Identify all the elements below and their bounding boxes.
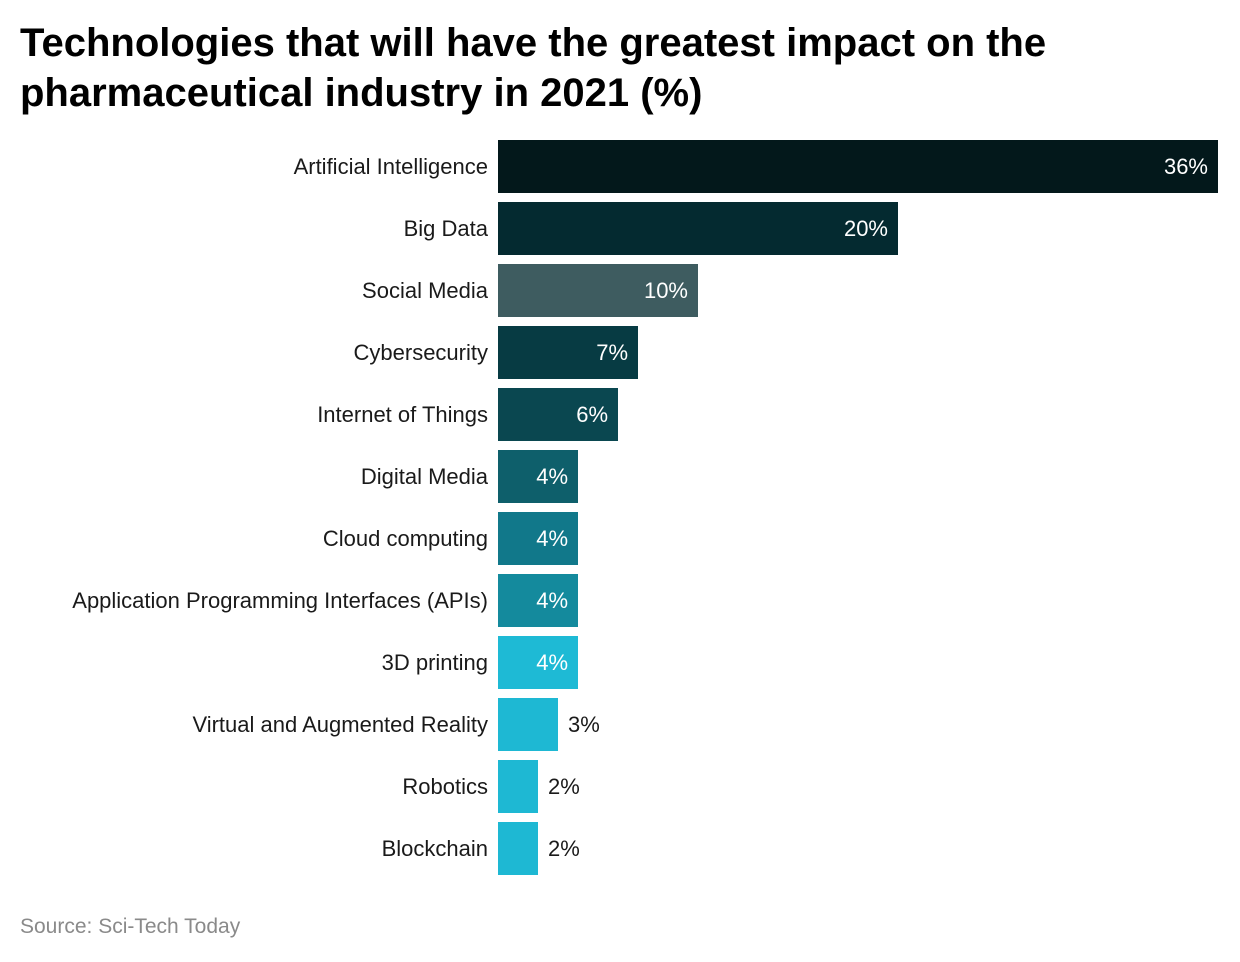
value-label: 4%	[536, 526, 568, 551]
source-note: Source: Sci-Tech Today	[20, 915, 241, 938]
bar	[498, 822, 538, 875]
bar	[498, 140, 1218, 193]
category-label: Blockchain	[382, 836, 488, 861]
chart-title: Technologies that will have the greatest…	[20, 21, 1047, 115]
value-label: 4%	[536, 650, 568, 675]
category-label: Cloud computing	[323, 526, 488, 551]
bar	[498, 202, 898, 255]
value-label: 10%	[644, 278, 688, 303]
bar	[498, 264, 698, 317]
bar	[498, 512, 578, 565]
value-label: 4%	[536, 464, 568, 489]
category-label: Robotics	[402, 774, 488, 799]
category-label: Digital Media	[361, 464, 489, 489]
category-label: 3D printing	[382, 650, 488, 675]
category-label: Artificial Intelligence	[294, 154, 488, 179]
bar	[498, 326, 638, 379]
value-label: 2%	[548, 774, 580, 799]
value-label: 7%	[596, 340, 628, 365]
category-label: Internet of Things	[317, 402, 488, 427]
category-label: Big Data	[404, 216, 489, 241]
category-label: Virtual and Augmented Reality	[192, 712, 488, 737]
category-label: Application Programming Interfaces (APIs…	[72, 588, 488, 613]
category-label: Cybersecurity	[354, 340, 488, 365]
bar	[498, 636, 578, 689]
value-label: 2%	[548, 836, 580, 861]
bar	[498, 450, 578, 503]
value-label: 20%	[844, 216, 888, 241]
bar	[498, 574, 578, 627]
value-label: 36%	[1164, 154, 1208, 179]
bar	[498, 698, 558, 751]
category-label: Social Media	[362, 278, 489, 303]
value-label: 6%	[576, 402, 608, 427]
bar	[498, 760, 538, 813]
bar	[498, 388, 618, 441]
value-label: 4%	[536, 588, 568, 613]
value-label: 3%	[568, 712, 600, 737]
